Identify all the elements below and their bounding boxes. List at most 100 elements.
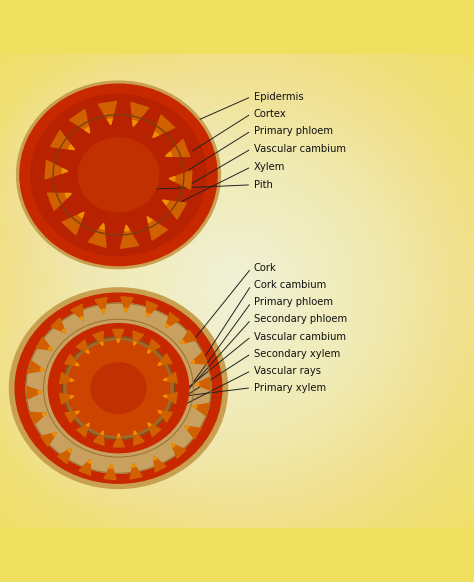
Polygon shape — [158, 354, 172, 365]
Polygon shape — [93, 331, 103, 346]
Polygon shape — [125, 225, 129, 231]
Polygon shape — [42, 413, 46, 416]
Ellipse shape — [130, 184, 344, 398]
Polygon shape — [193, 403, 209, 416]
Polygon shape — [62, 212, 84, 235]
Polygon shape — [191, 352, 207, 364]
Text: Vascular cambium: Vascular cambium — [254, 332, 346, 342]
Text: Cork cambium: Cork cambium — [254, 281, 326, 290]
Polygon shape — [60, 393, 74, 404]
Ellipse shape — [166, 220, 308, 362]
Ellipse shape — [137, 191, 337, 391]
Polygon shape — [172, 443, 186, 458]
Polygon shape — [108, 119, 112, 125]
Polygon shape — [163, 200, 186, 219]
Polygon shape — [148, 423, 151, 426]
Polygon shape — [147, 339, 160, 353]
Polygon shape — [60, 373, 73, 384]
Text: Primary xylem: Primary xylem — [254, 383, 326, 393]
Polygon shape — [47, 193, 71, 210]
Polygon shape — [51, 130, 74, 150]
Ellipse shape — [187, 241, 287, 341]
Polygon shape — [48, 347, 52, 350]
Polygon shape — [133, 120, 137, 126]
Polygon shape — [117, 339, 119, 343]
Polygon shape — [153, 132, 158, 137]
Polygon shape — [40, 368, 44, 371]
Ellipse shape — [173, 227, 301, 355]
Polygon shape — [100, 223, 104, 229]
Polygon shape — [147, 350, 151, 353]
Polygon shape — [27, 386, 42, 399]
Polygon shape — [163, 378, 167, 381]
Polygon shape — [30, 413, 46, 424]
Ellipse shape — [20, 84, 217, 265]
Polygon shape — [95, 297, 107, 313]
Ellipse shape — [67, 341, 170, 435]
Polygon shape — [146, 301, 158, 317]
Text: Vascular rays: Vascular rays — [254, 365, 320, 375]
Polygon shape — [163, 372, 177, 383]
Polygon shape — [154, 456, 166, 472]
Polygon shape — [118, 434, 120, 437]
Text: Vascular cambium: Vascular cambium — [254, 144, 346, 154]
Polygon shape — [172, 443, 175, 447]
Ellipse shape — [194, 249, 280, 333]
Polygon shape — [62, 329, 65, 333]
Polygon shape — [87, 459, 90, 463]
Polygon shape — [70, 109, 90, 133]
Text: Xylem: Xylem — [254, 162, 285, 172]
Polygon shape — [93, 431, 104, 445]
Polygon shape — [98, 101, 117, 125]
Polygon shape — [147, 217, 167, 240]
Polygon shape — [164, 393, 177, 403]
Polygon shape — [158, 411, 172, 422]
Polygon shape — [113, 329, 124, 343]
Polygon shape — [147, 217, 152, 223]
Polygon shape — [131, 102, 149, 126]
Polygon shape — [166, 152, 172, 156]
Polygon shape — [38, 391, 42, 393]
Polygon shape — [65, 354, 79, 365]
Polygon shape — [86, 350, 89, 353]
Polygon shape — [75, 363, 79, 365]
Ellipse shape — [31, 94, 206, 255]
Polygon shape — [134, 431, 144, 445]
Polygon shape — [124, 308, 128, 312]
Ellipse shape — [15, 293, 222, 483]
Polygon shape — [195, 378, 210, 390]
Ellipse shape — [209, 262, 265, 320]
Polygon shape — [166, 140, 190, 157]
Polygon shape — [121, 297, 133, 312]
Polygon shape — [62, 169, 68, 173]
Polygon shape — [166, 313, 180, 328]
Polygon shape — [109, 464, 113, 468]
Polygon shape — [148, 423, 161, 436]
Ellipse shape — [216, 269, 258, 313]
Polygon shape — [195, 382, 199, 386]
Polygon shape — [166, 324, 169, 328]
Polygon shape — [113, 434, 124, 447]
Ellipse shape — [230, 284, 244, 298]
Polygon shape — [158, 363, 161, 365]
Polygon shape — [85, 127, 90, 133]
Ellipse shape — [180, 234, 294, 348]
Text: Secondary xylem: Secondary xylem — [254, 349, 340, 359]
Polygon shape — [153, 115, 175, 137]
Polygon shape — [104, 464, 116, 480]
Polygon shape — [193, 406, 197, 409]
Polygon shape — [185, 426, 189, 430]
Polygon shape — [181, 340, 185, 343]
Polygon shape — [79, 459, 91, 475]
Polygon shape — [163, 200, 169, 205]
Polygon shape — [133, 331, 144, 345]
Polygon shape — [68, 449, 71, 452]
Text: Epidermis: Epidermis — [254, 91, 303, 102]
Polygon shape — [76, 340, 89, 353]
Polygon shape — [169, 171, 192, 189]
Text: Primary phloem: Primary phloem — [254, 126, 333, 136]
Ellipse shape — [26, 303, 211, 473]
Ellipse shape — [78, 138, 159, 212]
Text: Cork: Cork — [254, 263, 276, 273]
Polygon shape — [65, 193, 71, 198]
